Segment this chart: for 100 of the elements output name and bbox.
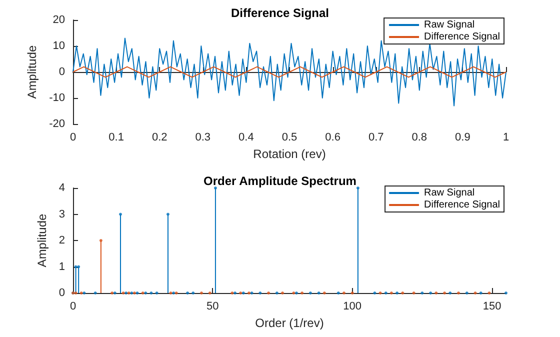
point (465, 292, 468, 294)
y-tick-label: 1 (58, 260, 65, 273)
y-tick-label: -10 (49, 92, 65, 104)
point (110, 292, 114, 294)
point (294, 292, 298, 294)
point (448, 292, 452, 294)
point (122, 292, 125, 294)
point (396, 292, 399, 294)
x-tick-label: 0 (70, 132, 76, 144)
point (234, 292, 237, 294)
point (127, 292, 130, 294)
point (77, 265, 80, 268)
y-tick-label: 4 (58, 182, 65, 194)
y-tick-label: 10 (52, 40, 65, 52)
point (230, 292, 234, 294)
point (429, 292, 432, 294)
point (488, 292, 491, 294)
point (150, 292, 153, 294)
point (322, 292, 326, 294)
chart-title: Difference Signal (230, 6, 330, 20)
y-tick-label: 3 (58, 208, 65, 220)
point (300, 292, 304, 294)
point (169, 292, 172, 294)
x-tick-label: 0.2 (152, 132, 168, 144)
y-tick-label: 2 (58, 234, 65, 246)
point (172, 292, 176, 294)
x-tick-label: 0.9 (455, 132, 470, 144)
point (258, 292, 262, 294)
legend-label: Raw Signal (424, 188, 475, 198)
point (99, 239, 102, 242)
y-tick-label: -20 (49, 118, 65, 130)
x-tick-label: 0.5 (282, 132, 298, 144)
legend-label: Difference Signal (424, 32, 500, 42)
point (390, 292, 393, 294)
x-tick-label: 0.4 (238, 132, 254, 144)
point (420, 292, 424, 294)
point (186, 292, 190, 294)
point (124, 292, 128, 294)
x-tick-label: 100 (343, 300, 362, 312)
point (118, 212, 122, 216)
point (136, 292, 139, 294)
x-tick-label: 1 (502, 132, 510, 144)
y-axis-title: Amplitude (25, 45, 40, 99)
point (267, 292, 270, 294)
point (208, 292, 212, 294)
point (113, 292, 116, 294)
point (412, 292, 416, 294)
point (281, 292, 284, 294)
point (94, 292, 97, 294)
legend-label: Difference Signal (424, 200, 500, 210)
x-tick-label: 50 (206, 300, 219, 312)
point (356, 186, 360, 190)
y-axis-title: Amplitude (34, 214, 49, 268)
x-axis-title: Rotation (rev) (253, 146, 326, 161)
point (342, 292, 346, 294)
point (166, 212, 170, 216)
point (373, 292, 376, 294)
y-tick-label: 0 (58, 287, 65, 299)
point (308, 292, 312, 294)
x-tick-label: 0.8 (412, 132, 428, 144)
x-tick-label: 0.7 (368, 132, 384, 144)
point (378, 292, 382, 294)
x-tick-label: 0.3 (195, 132, 211, 144)
x-tick-label: 150 (482, 300, 502, 312)
point (247, 292, 250, 294)
point (384, 292, 388, 294)
point (350, 292, 354, 294)
legend-label: Raw Signal (424, 20, 475, 30)
point (239, 292, 242, 294)
point (504, 292, 508, 294)
point (214, 186, 217, 190)
point (317, 292, 320, 294)
y-tick-label: 20 (52, 14, 65, 26)
x-tick-label: 0.6 (325, 132, 340, 144)
x-tick-label: 0.1 (108, 132, 124, 144)
point (242, 292, 245, 294)
chart-title: Order Amplitude Spectrum (204, 174, 356, 188)
point (275, 292, 278, 294)
point (336, 292, 340, 294)
point (434, 292, 438, 294)
point (132, 292, 136, 294)
point (443, 292, 446, 294)
point (155, 292, 158, 294)
point (479, 292, 482, 294)
point (144, 292, 148, 294)
point (192, 292, 195, 294)
x-axis-title: Order (1/rev) (255, 316, 324, 330)
point (174, 292, 178, 294)
point (200, 292, 204, 294)
point (82, 292, 86, 294)
point (401, 292, 404, 294)
y-tick-label: 0 (58, 66, 65, 78)
x-tick-label: 0 (70, 300, 76, 312)
point (474, 292, 477, 294)
point (80, 292, 83, 294)
point (250, 292, 254, 294)
point (292, 292, 296, 294)
point (141, 292, 144, 294)
point (457, 292, 460, 294)
point (130, 292, 134, 294)
